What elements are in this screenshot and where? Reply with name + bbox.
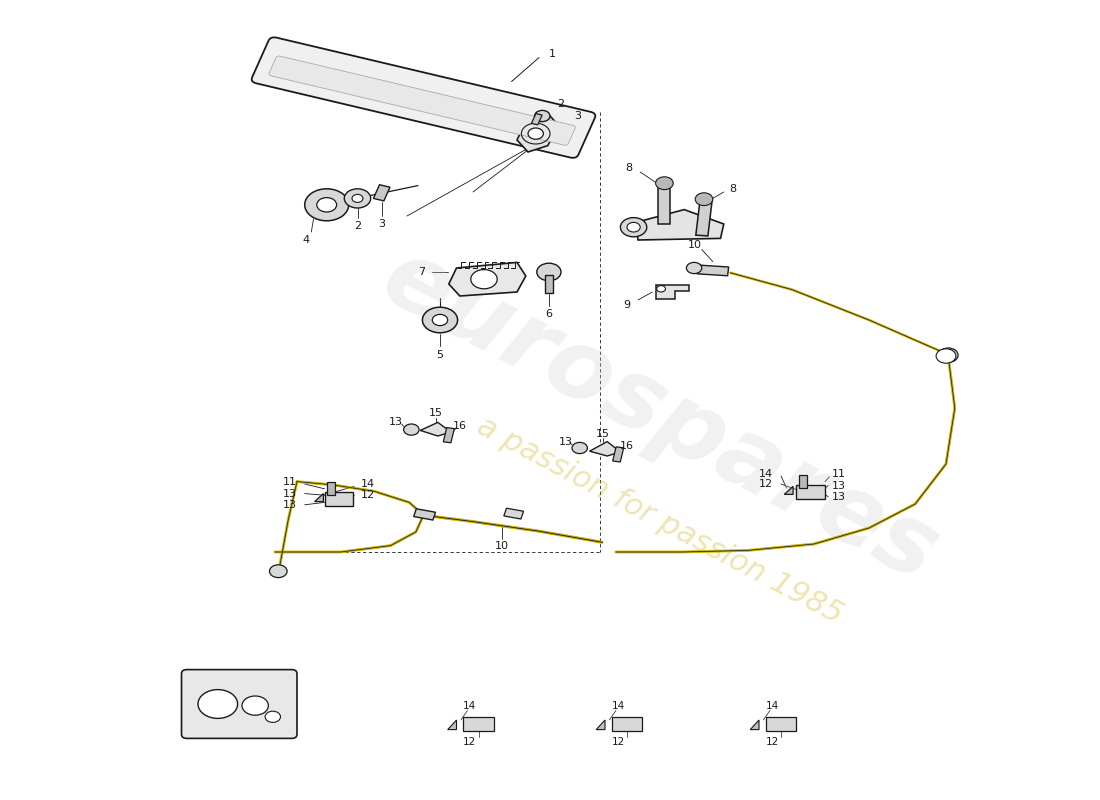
Text: 14: 14 (759, 469, 773, 478)
Text: 1: 1 (549, 50, 556, 59)
Circle shape (242, 696, 268, 715)
Bar (799, 475, 807, 488)
Bar (373, 185, 390, 201)
Text: 15: 15 (596, 429, 609, 438)
Text: 2: 2 (558, 99, 564, 109)
Text: 3: 3 (378, 219, 385, 229)
Circle shape (471, 270, 497, 289)
Bar (544, 275, 552, 293)
Circle shape (432, 314, 448, 326)
Text: eurospares: eurospares (366, 230, 954, 602)
Circle shape (686, 262, 702, 274)
Bar (613, 447, 624, 462)
Circle shape (270, 565, 287, 578)
Text: 4: 4 (302, 235, 309, 245)
Text: 5: 5 (437, 350, 443, 360)
Text: 6: 6 (546, 309, 552, 318)
FancyBboxPatch shape (252, 38, 595, 158)
Text: 13: 13 (832, 492, 846, 502)
Bar (463, 717, 494, 731)
Circle shape (528, 128, 543, 139)
Circle shape (404, 424, 419, 435)
Polygon shape (449, 262, 526, 296)
Circle shape (572, 442, 587, 454)
Circle shape (265, 711, 280, 722)
Circle shape (198, 690, 238, 718)
FancyBboxPatch shape (182, 670, 297, 738)
Circle shape (422, 307, 458, 333)
Polygon shape (636, 210, 724, 240)
Text: 14: 14 (463, 702, 476, 711)
Circle shape (936, 349, 956, 363)
Bar (328, 482, 334, 495)
Text: 11: 11 (832, 470, 846, 479)
Text: 12: 12 (766, 737, 779, 746)
Text: 15: 15 (429, 408, 442, 418)
Text: 12: 12 (361, 490, 375, 500)
Text: 16: 16 (620, 441, 634, 450)
Circle shape (627, 222, 640, 232)
Circle shape (695, 193, 713, 206)
Text: 10: 10 (689, 240, 702, 250)
Polygon shape (517, 116, 559, 152)
Circle shape (656, 177, 673, 190)
Text: 12: 12 (463, 737, 476, 746)
Text: 13: 13 (559, 437, 572, 446)
Polygon shape (448, 720, 456, 730)
Polygon shape (596, 720, 605, 730)
Bar (324, 492, 353, 506)
Text: 13: 13 (283, 500, 297, 510)
Text: 2: 2 (354, 221, 361, 230)
Polygon shape (784, 486, 793, 494)
Circle shape (537, 263, 561, 281)
Circle shape (938, 348, 958, 362)
Text: 11: 11 (283, 478, 297, 487)
Text: 8: 8 (729, 184, 736, 194)
Circle shape (657, 286, 665, 292)
Text: 13: 13 (832, 481, 846, 490)
Bar (697, 265, 728, 276)
Text: 13: 13 (283, 489, 297, 498)
Bar (612, 717, 642, 731)
Text: 9: 9 (624, 300, 630, 310)
Text: 16: 16 (453, 421, 466, 430)
Text: 10: 10 (495, 541, 508, 550)
FancyBboxPatch shape (268, 56, 575, 146)
Polygon shape (750, 720, 759, 730)
Bar (414, 509, 436, 520)
Text: 14: 14 (612, 702, 625, 711)
Text: 14: 14 (361, 479, 375, 489)
Text: 7: 7 (418, 267, 425, 277)
Bar (696, 199, 712, 236)
Circle shape (344, 189, 371, 208)
Bar (658, 184, 671, 224)
Text: 13: 13 (389, 418, 403, 427)
Text: 12: 12 (759, 479, 773, 489)
Polygon shape (590, 442, 620, 456)
Circle shape (620, 218, 647, 237)
Circle shape (535, 110, 550, 122)
Circle shape (352, 194, 363, 202)
Circle shape (317, 198, 337, 212)
Polygon shape (656, 285, 689, 299)
Bar (766, 717, 796, 731)
Polygon shape (420, 422, 451, 436)
Bar (443, 428, 454, 442)
Bar (796, 485, 825, 499)
Text: 3: 3 (574, 111, 581, 121)
Circle shape (305, 189, 349, 221)
Text: 14: 14 (766, 702, 779, 711)
Text: a passion for passion 1985: a passion for passion 1985 (472, 411, 848, 629)
Text: 12: 12 (612, 737, 625, 746)
Bar (531, 114, 542, 125)
Bar (504, 508, 524, 519)
Polygon shape (315, 494, 323, 502)
Text: 8: 8 (626, 163, 632, 173)
